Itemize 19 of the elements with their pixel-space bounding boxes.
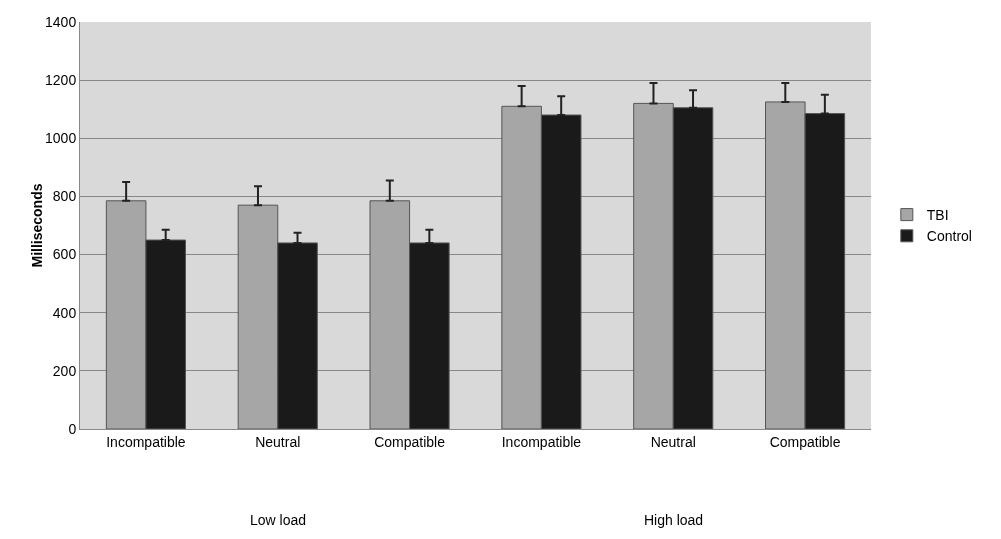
text: High load <box>644 512 704 528</box>
x-tick-label: Incompatible <box>106 433 186 450</box>
y-tick-label: 400 <box>52 304 77 321</box>
y-tick-label: 0 <box>68 420 77 437</box>
y-axis-title: Milliseconds <box>29 183 45 268</box>
y-tick-label: 1400 <box>45 13 77 30</box>
x-tick-label: Incompatible <box>501 433 582 450</box>
text: Low load <box>250 512 307 528</box>
legend-label: Control <box>926 228 972 245</box>
y-tick-label: 600 <box>52 246 77 263</box>
x-tick-label: Neutral <box>650 433 696 450</box>
x-tick-label: Compatible <box>769 433 841 450</box>
y-tick-label: 1000 <box>45 130 77 147</box>
y-tick-label: 200 <box>52 362 77 379</box>
legend-label: TBI <box>926 207 949 224</box>
x-tick-label: Neutral <box>255 433 301 450</box>
y-tick-label: 800 <box>52 188 77 205</box>
x-tick-label: Compatible <box>374 433 446 450</box>
y-tick-label: 1200 <box>45 72 77 89</box>
